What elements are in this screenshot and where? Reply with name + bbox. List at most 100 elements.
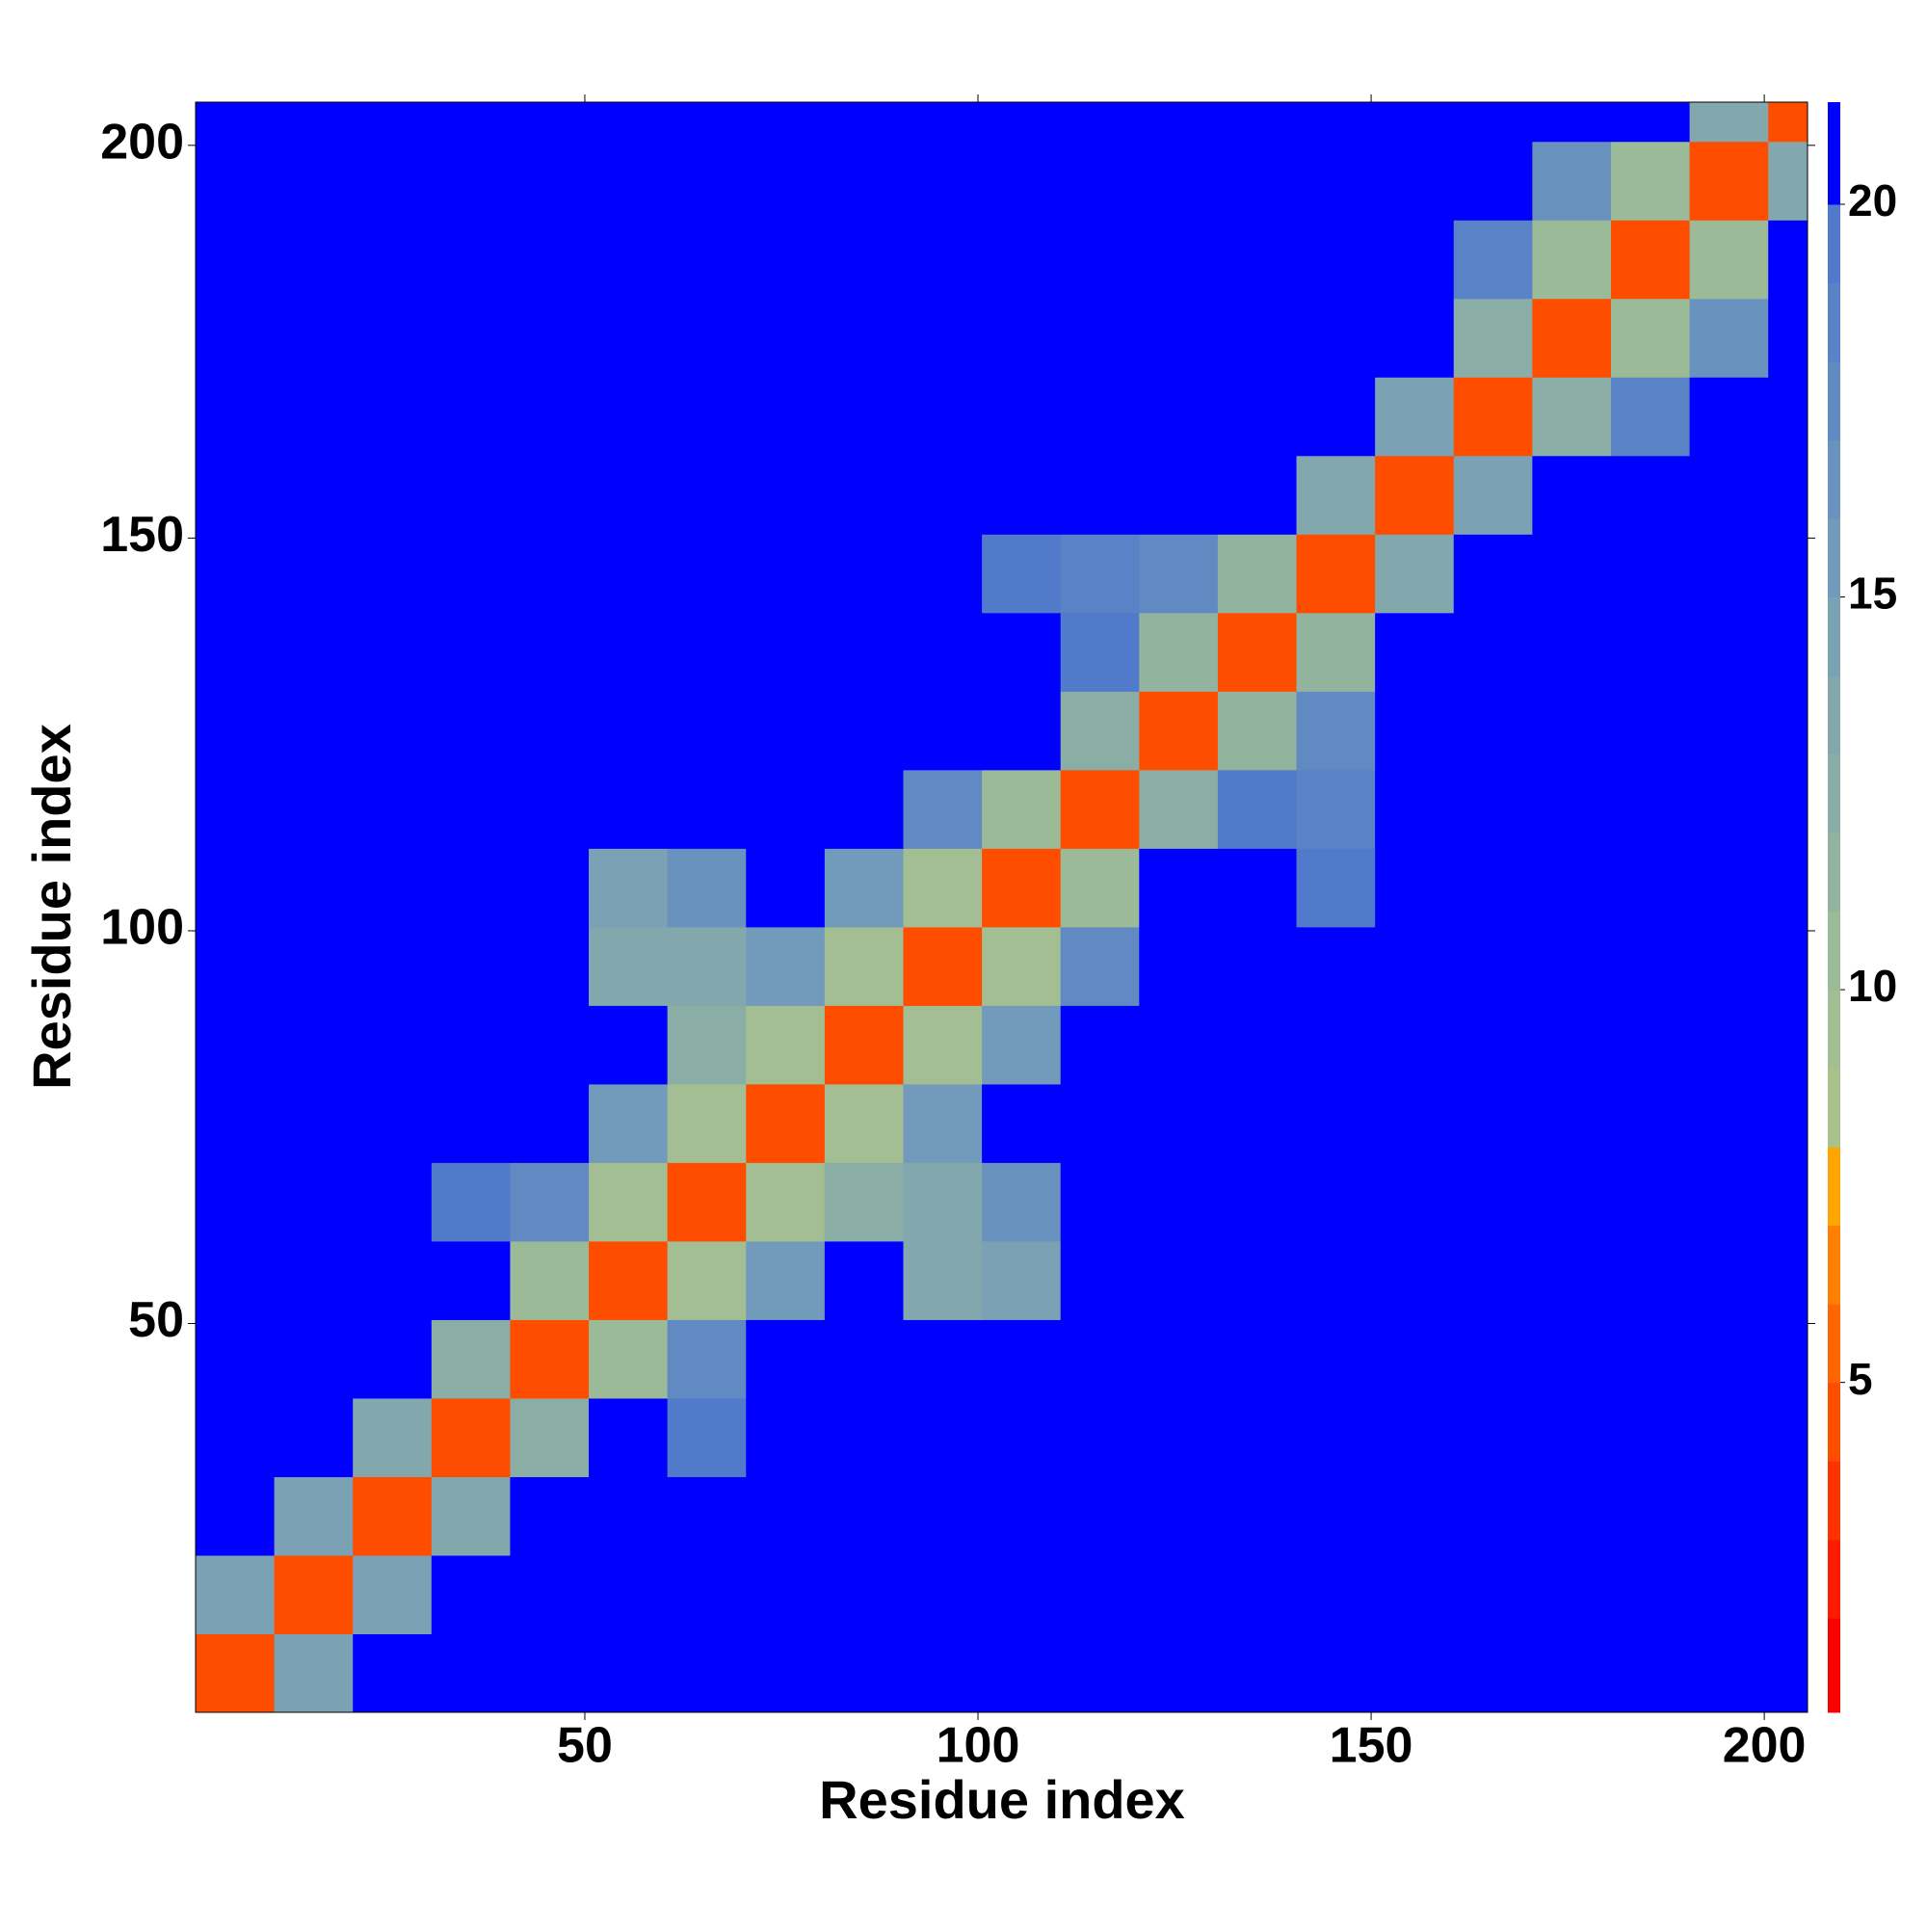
heatmap-cell	[589, 1083, 669, 1163]
heatmap-cell	[903, 1162, 983, 1242]
heatmap-cell	[982, 455, 1062, 535]
heatmap-cell	[667, 848, 747, 928]
heatmap-cell	[982, 691, 1062, 771]
heatmap-cell	[1610, 1319, 1691, 1399]
heatmap-cell	[274, 1319, 354, 1399]
y-tick-label: 200	[100, 115, 184, 171]
heatmap-cell	[1217, 612, 1298, 692]
heatmap-cell	[1689, 1633, 1769, 1713]
heatmap-cell	[1453, 926, 1533, 1006]
heatmap-cell	[1060, 220, 1140, 300]
heatmap-cell	[982, 769, 1062, 849]
heatmap-cell	[1375, 926, 1455, 1006]
heatmap-cell	[746, 1554, 826, 1634]
heatmap-cell	[1768, 1240, 1808, 1320]
heatmap-cell	[1060, 1397, 1140, 1477]
heatmap-cell	[746, 926, 826, 1006]
heatmap-cell	[667, 1083, 747, 1163]
heatmap-cell	[196, 298, 276, 378]
heatmap-cell	[1217, 377, 1298, 457]
heatmap-cell	[1375, 1476, 1455, 1556]
heatmap-cell	[431, 220, 511, 300]
heatmap-cell	[431, 1397, 511, 1477]
heatmap-cell	[1217, 1083, 1298, 1163]
heatmap-cell	[1296, 455, 1376, 535]
heatmap-cell	[1375, 1633, 1455, 1713]
heatmap-cell	[589, 769, 669, 849]
heatmap-cell	[1610, 926, 1691, 1006]
heatmap-cell	[589, 848, 669, 928]
heatmap-cell	[1217, 691, 1298, 771]
heatmap-cell	[903, 1633, 983, 1713]
heatmap-cell	[746, 102, 826, 143]
heatmap-cell	[274, 1005, 354, 1085]
heatmap-cell	[667, 1397, 747, 1477]
heatmap-cell	[1610, 534, 1691, 614]
heatmap-cell	[274, 1240, 354, 1320]
heatmap-cell	[1139, 1162, 1219, 1242]
heatmap-cell	[1768, 1397, 1808, 1477]
heatmap-cell	[431, 1240, 511, 1320]
heatmap-cell	[1532, 455, 1612, 535]
heatmap-cell	[824, 769, 904, 849]
heatmap-cell	[1060, 1319, 1140, 1399]
heatmap-cell	[431, 141, 511, 221]
heatmap-cell	[589, 220, 669, 300]
heatmap-cell	[1453, 1319, 1533, 1399]
heatmap-cell	[1532, 1005, 1612, 1085]
heatmap-cell	[589, 1005, 669, 1085]
heatmap-cell	[903, 926, 983, 1006]
heatmap-cell	[1768, 1162, 1808, 1242]
heatmap-cell	[589, 1476, 669, 1556]
heatmap-cell	[510, 1240, 590, 1320]
heatmap-cell	[353, 769, 433, 849]
heatmap-cell	[667, 1633, 747, 1713]
heatmap-cell	[274, 141, 354, 221]
heatmap-cell	[824, 926, 904, 1006]
heatmap-cell	[1532, 377, 1612, 457]
heatmap-cell	[510, 691, 590, 771]
heatmap-cell	[1532, 926, 1612, 1006]
heatmap-cell	[589, 1240, 669, 1320]
colorbar-band	[1828, 518, 1840, 598]
colorbar-band	[1828, 675, 1840, 755]
heatmap-cell	[1217, 1240, 1298, 1320]
heatmap-cell	[1532, 1162, 1612, 1242]
heatmap-cell	[1768, 848, 1808, 928]
heatmap-cell	[510, 220, 590, 300]
heatmap-cell	[1375, 848, 1455, 928]
heatmap-cell	[589, 1554, 669, 1634]
heatmap-cell	[1768, 455, 1808, 535]
heatmap-cell	[510, 455, 590, 535]
heatmap-cell	[1217, 848, 1298, 928]
heatmap-cell	[667, 534, 747, 614]
y-tick-label: 150	[100, 507, 184, 563]
heatmap-cell	[1139, 1240, 1219, 1320]
colorbar-band	[1828, 1147, 1840, 1227]
heatmap-cell	[196, 1162, 276, 1242]
heatmap-cell	[1375, 220, 1455, 300]
colorbar-band	[1828, 911, 1840, 991]
heatmap-cell	[1689, 1476, 1769, 1556]
heatmap-cell	[1296, 769, 1376, 849]
heatmap-cell	[431, 298, 511, 378]
heatmap-cell	[746, 220, 826, 300]
heatmap-cell	[1296, 220, 1376, 300]
heatmap-cell	[1689, 298, 1769, 378]
heatmap-cell	[353, 141, 433, 221]
heatmap-cell	[1689, 534, 1769, 614]
heatmap-cell	[589, 141, 669, 221]
heatmap-cell	[1532, 848, 1612, 928]
heatmap-cell	[1060, 1083, 1140, 1163]
x-tick-label: 150	[1330, 1718, 1413, 1774]
heatmap-cell	[903, 220, 983, 300]
heatmap-cell	[1532, 534, 1612, 614]
heatmap-cell	[1768, 377, 1808, 457]
heatmap-cell	[1610, 455, 1691, 535]
heatmap-cell	[1139, 926, 1219, 1006]
heatmap-cell	[1689, 220, 1769, 300]
heatmap-cell	[274, 691, 354, 771]
heatmap-cell	[667, 455, 747, 535]
heatmap-cell	[274, 534, 354, 614]
heatmap-cell	[1139, 1005, 1219, 1085]
